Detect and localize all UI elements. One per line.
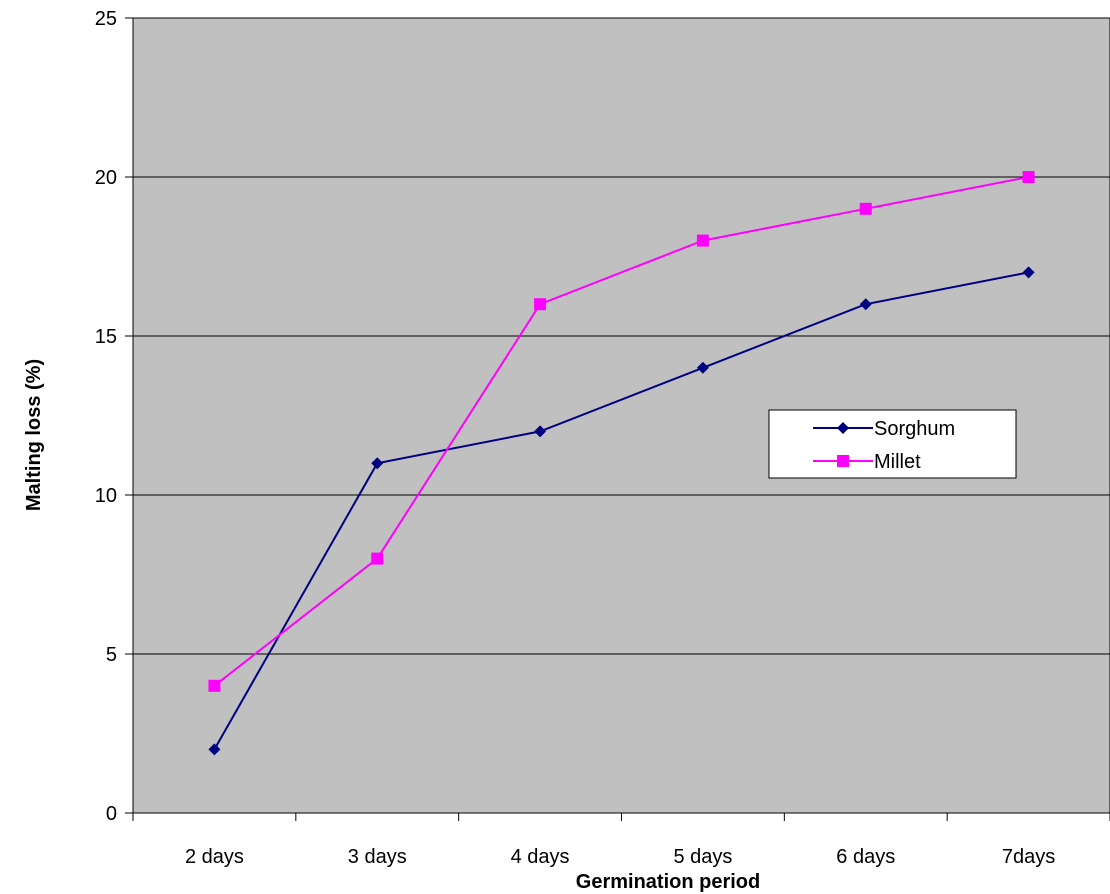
x-tick-label: 7days	[1002, 846, 1055, 868]
series-line-sorghum	[213, 271, 1029, 750]
y-tick-label: 15	[95, 326, 117, 348]
x-tick-label: 2 days	[185, 846, 244, 868]
y-axis-title: Malting loss (%)	[23, 359, 45, 511]
legend-entry-millet: Millet	[813, 451, 921, 473]
y-tick-label: 5	[106, 644, 117, 666]
axes: 0 5 10 15 20 25 2 days 3 days 4 days 5 days 6 days…	[95, 8, 1110, 868]
data-point-millet	[696, 234, 709, 247]
y-tick-label: 25	[95, 8, 117, 30]
series-layer	[208, 171, 1035, 756]
data-point-millet	[371, 552, 384, 565]
legend-entry-sorghum: Sorghum	[813, 418, 955, 440]
data-point-sorghum	[371, 457, 384, 470]
legend-marker-sorghum	[837, 422, 849, 434]
legend-marker-millet	[837, 455, 849, 467]
data-point-sorghum	[534, 425, 547, 438]
y-tick-label: 10	[95, 485, 117, 507]
x-tick-label: 5 days	[673, 846, 732, 868]
data-point-sorghum	[208, 743, 221, 756]
gridlines	[133, 176, 1110, 655]
y-tick-label: 20	[95, 167, 117, 189]
data-point-millet	[208, 679, 221, 692]
x-axis-title: Germination period	[576, 871, 760, 893]
y-tick-label: 0	[106, 803, 117, 825]
legend-label-sorghum: Sorghum	[874, 418, 955, 440]
series-line-millet	[213, 176, 1029, 687]
series-sorghum	[208, 266, 1035, 756]
legend-label-millet: Millet	[874, 451, 921, 473]
data-point-sorghum	[859, 298, 872, 311]
data-point-millet	[859, 202, 872, 215]
legend-box	[768, 409, 1017, 479]
data-point-sorghum	[696, 361, 709, 374]
x-tick-label: 6 days	[836, 846, 895, 868]
series-millet	[208, 171, 1035, 692]
x-tick-label: 3 days	[348, 846, 407, 868]
data-point-millet	[534, 298, 547, 311]
legend: Sorghum Millet	[768, 409, 1017, 479]
data-point-millet	[1022, 171, 1035, 183]
data-point-sorghum	[1022, 266, 1035, 279]
x-tick-label: 4 days	[511, 846, 570, 868]
